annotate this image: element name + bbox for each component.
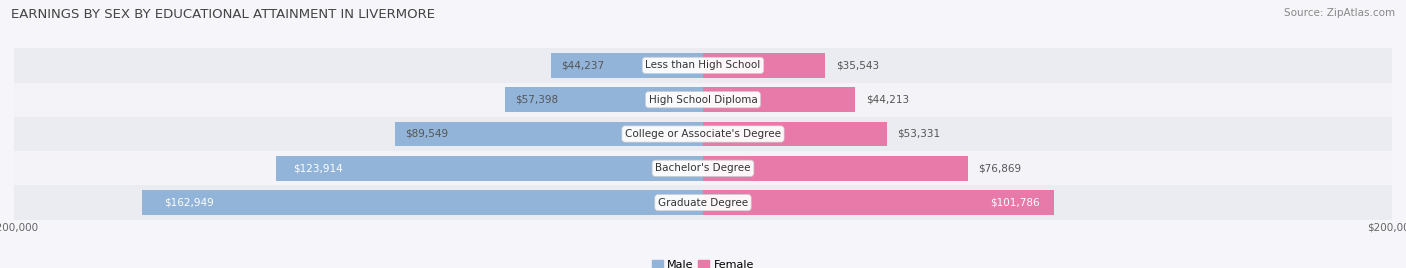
- Bar: [14, 83, 1392, 117]
- Text: Graduate Degree: Graduate Degree: [658, 198, 748, 208]
- Bar: [14, 151, 1392, 185]
- Bar: [395, 122, 703, 146]
- Text: $53,331: $53,331: [897, 129, 941, 139]
- Text: Bachelor's Degree: Bachelor's Degree: [655, 163, 751, 173]
- Bar: [14, 185, 1392, 220]
- Legend: Male, Female: Male, Female: [647, 255, 759, 268]
- Text: $44,237: $44,237: [561, 60, 605, 70]
- Bar: [276, 156, 703, 181]
- Text: EARNINGS BY SEX BY EDUCATIONAL ATTAINMENT IN LIVERMORE: EARNINGS BY SEX BY EDUCATIONAL ATTAINMEN…: [11, 8, 436, 21]
- Bar: [703, 156, 967, 181]
- Bar: [703, 122, 887, 146]
- Text: Source: ZipAtlas.com: Source: ZipAtlas.com: [1284, 8, 1395, 18]
- Bar: [505, 87, 703, 112]
- Text: $162,949: $162,949: [165, 198, 214, 208]
- Text: High School Diploma: High School Diploma: [648, 95, 758, 105]
- Bar: [703, 190, 1053, 215]
- Bar: [14, 117, 1392, 151]
- Text: $44,213: $44,213: [866, 95, 908, 105]
- Text: $101,786: $101,786: [990, 198, 1039, 208]
- Text: $57,398: $57,398: [516, 95, 558, 105]
- Text: College or Associate's Degree: College or Associate's Degree: [626, 129, 780, 139]
- Text: $76,869: $76,869: [979, 163, 1021, 173]
- Bar: [703, 53, 825, 78]
- Text: Less than High School: Less than High School: [645, 60, 761, 70]
- Bar: [142, 190, 703, 215]
- Text: $123,914: $123,914: [294, 163, 343, 173]
- Bar: [14, 48, 1392, 83]
- Text: $89,549: $89,549: [405, 129, 449, 139]
- Text: $35,543: $35,543: [835, 60, 879, 70]
- Bar: [551, 53, 703, 78]
- Bar: [703, 87, 855, 112]
